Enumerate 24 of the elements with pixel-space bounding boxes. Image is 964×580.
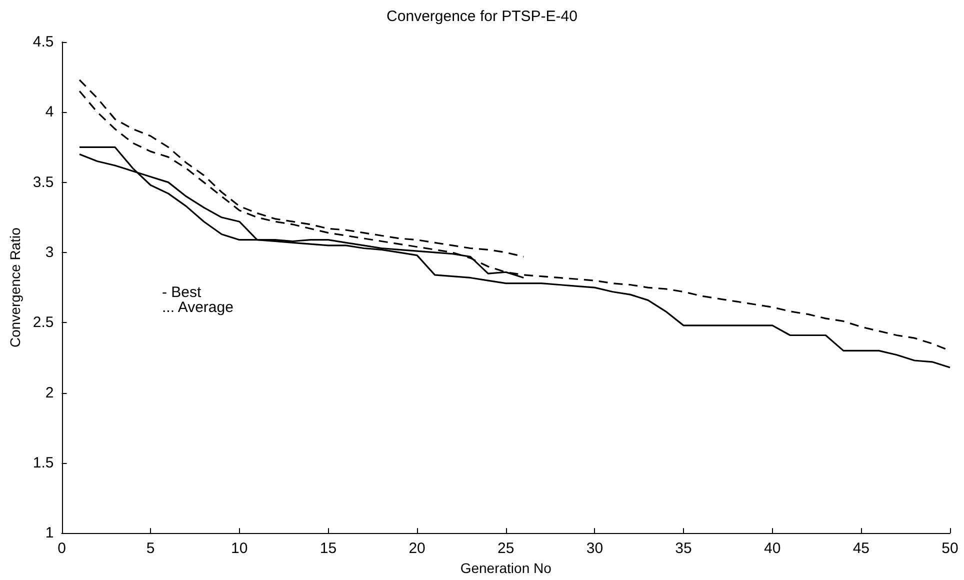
y-tick-label: 4.5 <box>32 34 54 50</box>
y-tick-label: 4 <box>45 104 54 121</box>
x-tick-label: 45 <box>852 540 870 558</box>
x-tick-label: 5 <box>146 540 155 558</box>
y-tick-label: 1 <box>45 524 54 542</box>
x-axis-title: Generation No <box>460 560 552 576</box>
y-tick-label: 3 <box>45 244 54 261</box>
x-tick-label: 25 <box>498 540 514 558</box>
x-tick-label: 30 <box>586 540 604 558</box>
y-tick-label: 1.5 <box>32 454 54 472</box>
x-tick-label: 20 <box>408 540 426 558</box>
y-tick-label: 3.5 <box>32 174 54 191</box>
annotation: - Best <box>162 284 202 301</box>
x-tick-label: 15 <box>320 540 337 558</box>
x-tick-label: 0 <box>58 540 66 558</box>
y-axis-title: Convergence Ratio <box>7 227 23 348</box>
x-tick-label: 50 <box>942 540 958 558</box>
y-tick-label: 2.5 <box>32 314 54 332</box>
chart-title: Convergence for PTSP-E-40 <box>386 8 578 25</box>
x-tick-label: 40 <box>764 540 781 558</box>
annotation: ... Average <box>162 299 234 316</box>
x-tick-label: 35 <box>675 540 692 558</box>
y-tick-label: 2 <box>45 384 54 402</box>
x-tick-label: 10 <box>231 540 248 558</box>
